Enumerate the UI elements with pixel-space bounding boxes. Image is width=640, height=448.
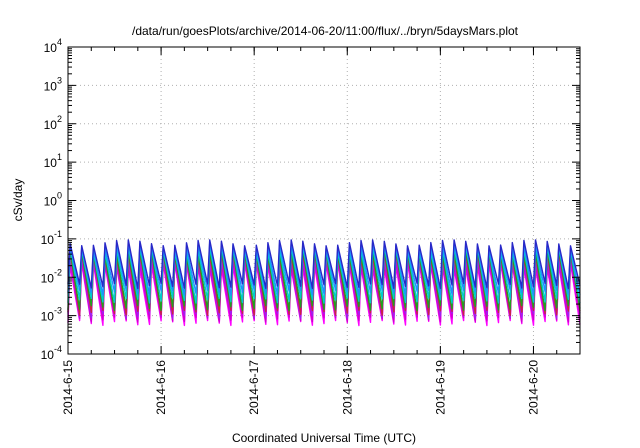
- y-tick-label: 10-3: [41, 306, 62, 324]
- x-tick-label: 2014-6-18: [340, 360, 354, 415]
- y-tick-label: 101: [44, 152, 62, 170]
- y-tick-labels: 10-4 10-3 10-2 10-1 100 101 102 103 104: [41, 37, 62, 362]
- y-tick-label: 10-1: [41, 229, 62, 247]
- y-tick-label: 103: [44, 75, 62, 93]
- x-tick-labels: 2014-6-15 2014-6-16 2014-6-17 2014-6-18 2014…: [61, 360, 540, 415]
- y-tick-label: 10-4: [41, 344, 62, 362]
- x-tick-label: 2014-6-15: [61, 360, 75, 415]
- x-tick-label: 2014-6-16: [154, 360, 168, 415]
- x-axis-label: Coordinated Universal Time (UTC): [232, 431, 416, 445]
- chart-title: /data/run/goesPlots/archive/2014-06-20/1…: [132, 24, 519, 38]
- y-tick-label: 102: [44, 114, 62, 132]
- tick-marks: [67, 46, 581, 355]
- x-tick-label: 2014-6-17: [247, 360, 261, 415]
- x-tick-label: 2014-6-19: [433, 360, 447, 415]
- y-axis-label: cSv/day: [11, 179, 25, 222]
- series-group: [67, 239, 581, 327]
- x-tick-label: 2014-6-20: [526, 360, 540, 415]
- y-tick-label: 10-2: [41, 267, 62, 285]
- series-line: [67, 239, 581, 290]
- y-tick-label: 100: [44, 191, 62, 209]
- y-tick-label: 104: [44, 37, 62, 55]
